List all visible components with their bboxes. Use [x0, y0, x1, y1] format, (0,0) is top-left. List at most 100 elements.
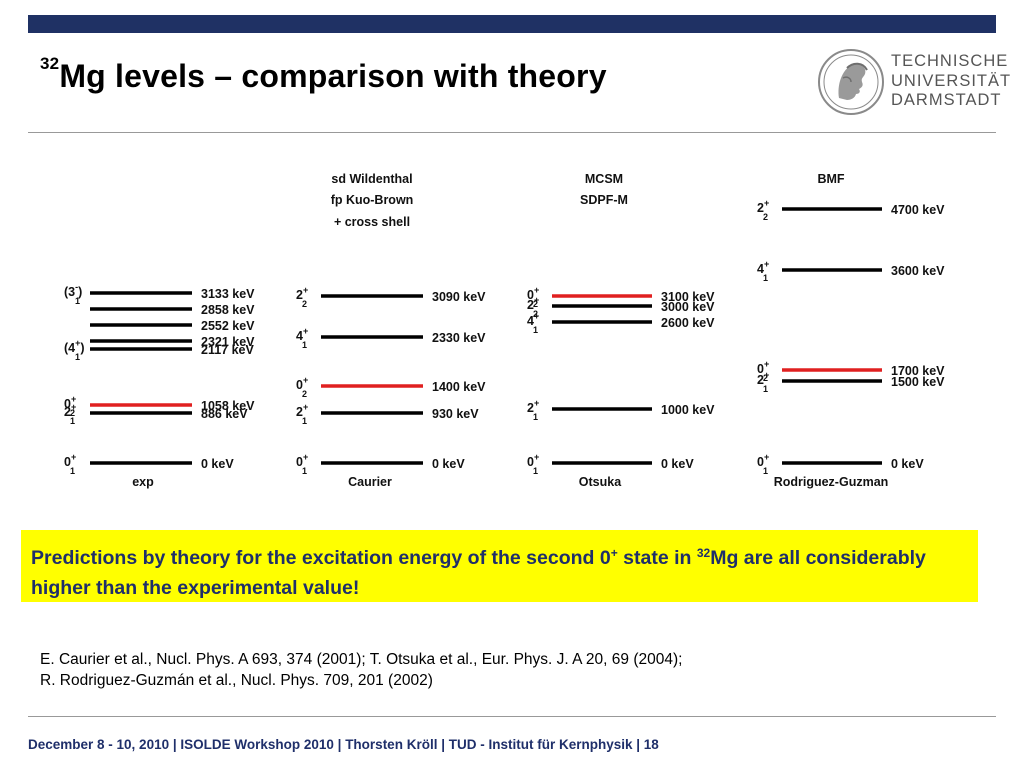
- callout-text-3: Mg are all considerably higher than the …: [31, 547, 926, 599]
- energy-label: 930 keV: [432, 407, 479, 421]
- energy-level: 3600 keV 4+1: [757, 259, 945, 283]
- spin-label: 2+: [64, 402, 76, 419]
- spin-label: 2+: [527, 398, 539, 415]
- energy-label: 2321 keV: [201, 335, 255, 349]
- energy-label: 0 keV: [661, 457, 694, 471]
- university-name: TECHNISCHE UNIVERSITÄT DARMSTADT: [891, 52, 1012, 109]
- spin-label: 4+: [296, 326, 308, 343]
- energy-level: 2552 keV: [90, 319, 255, 333]
- energy-level: 3133 keV (3-)1: [64, 282, 255, 306]
- spin-index: 2: [533, 299, 538, 309]
- energy-level: 3000 keV 2+2: [527, 295, 715, 319]
- energy-level: 1058 keV 0+2: [64, 394, 255, 418]
- conclusion-callout: Predictions by theory for the excitation…: [21, 530, 978, 602]
- spin-index: 1: [70, 466, 75, 476]
- energy-level: 2330 keV 4+1: [296, 326, 486, 350]
- divider: [28, 132, 996, 133]
- spin-index: 1: [533, 412, 538, 422]
- spin-label: 2+: [757, 198, 769, 215]
- page-title: 32Mg levels – comparison with theory: [40, 54, 607, 95]
- energy-label: 0 keV: [201, 457, 234, 471]
- spin-index: 2: [763, 212, 768, 222]
- energy-label: 1500 keV: [891, 375, 945, 389]
- energy-label: 3090 keV: [432, 290, 486, 304]
- spin-index: 1: [75, 296, 80, 306]
- spin-index: 1: [302, 466, 307, 476]
- model-header: SDPF-M: [580, 193, 628, 207]
- callout-text-2: state in: [617, 547, 697, 569]
- energy-label: 2552 keV: [201, 319, 255, 333]
- energy-label: 3100 keV: [661, 290, 715, 304]
- spin-index: 1: [302, 340, 307, 350]
- energy-level: 3100 keV 0+2: [527, 285, 715, 309]
- reference-line: R. Rodriguez-Guzmán et al., Nucl. Phys. …: [40, 672, 433, 689]
- callout-sup-mass: 32: [696, 546, 711, 560]
- energy-label: 3133 keV: [201, 287, 255, 301]
- spin-index: 1: [763, 273, 768, 283]
- energy-level: 0 keV 0+1: [527, 452, 694, 476]
- callout-text-1: Predictions by theory for the excitation…: [31, 547, 611, 569]
- energy-label: 0 keV: [891, 457, 924, 471]
- spin-label: 0+: [527, 285, 539, 302]
- model-name: exp: [132, 475, 154, 489]
- spin-label: 0+: [527, 452, 539, 469]
- energy-label: 2330 keV: [432, 331, 486, 345]
- energy-label: 3000 keV: [661, 300, 715, 314]
- energy-level: 4700 keV 2+2: [757, 198, 945, 222]
- spin-label: 4+: [527, 311, 539, 328]
- energy-level: 0 keV 0+1: [757, 452, 924, 476]
- energy-label: 0 keV: [432, 457, 465, 471]
- energy-level: 2858 keV: [90, 303, 255, 317]
- spin-label: 0+: [64, 394, 76, 411]
- callout-sup-plus: +: [610, 546, 618, 560]
- references: E. Caurier et al., Nucl. Phys. A 693, 37…: [40, 649, 682, 691]
- level-column-caurier: sd Wildenthal fp Kuo-Brown + cross shell Ca…: [296, 172, 486, 489]
- model-name: Otsuka: [579, 475, 622, 489]
- model-header: sd Wildenthal: [331, 172, 412, 186]
- energy-label: 886 keV: [201, 407, 248, 421]
- energy-label: 1000 keV: [661, 403, 715, 417]
- energy-level: 1400 keV 0+2: [296, 375, 486, 399]
- energy-label: 1700 keV: [891, 364, 945, 378]
- spin-index: 1: [533, 325, 538, 335]
- spin-label: 2+: [757, 370, 769, 387]
- energy-label: 2117 keV: [201, 343, 254, 357]
- energy-label: 2858 keV: [201, 303, 255, 317]
- spin-index: 2: [302, 299, 307, 309]
- model-header: fp Kuo-Brown: [331, 193, 414, 207]
- spin-label: (4+): [64, 338, 85, 355]
- energy-level: 2600 keV 4+1: [527, 311, 715, 335]
- spin-index: 2: [533, 309, 538, 319]
- spin-label: (3-): [64, 282, 82, 299]
- footer-divider: [28, 716, 996, 717]
- spin-label: 2+: [296, 285, 308, 302]
- header-bar: [28, 15, 996, 33]
- energy-level: 0 keV 0+1: [296, 452, 465, 476]
- energy-level: 3090 keV 2+2: [296, 285, 486, 309]
- spin-label: 2+: [296, 402, 308, 419]
- energy-label: 2600 keV: [661, 316, 715, 330]
- title-mass-number: 32: [40, 54, 60, 73]
- model-name: Rodriguez-Guzman: [774, 475, 889, 489]
- energy-label: 1400 keV: [432, 380, 486, 394]
- athena-seal-icon: [818, 49, 884, 115]
- spin-index: 1: [763, 466, 768, 476]
- model-header: MCSM: [585, 172, 623, 186]
- spin-label: 0+: [757, 452, 769, 469]
- energy-level: 1000 keV 2+1: [527, 398, 715, 422]
- energy-level: 1700 keV 0+2: [757, 359, 945, 383]
- model-header: BMF: [817, 172, 844, 186]
- model-name: Caurier: [348, 475, 392, 489]
- energy-level: 2117 keV (4+)1: [64, 338, 254, 362]
- energy-level: 1500 keV 2+1: [757, 370, 945, 394]
- reference-line: E. Caurier et al., Nucl. Phys. A 693, 37…: [40, 651, 683, 668]
- energy-level: 886 keV 2+1: [64, 402, 248, 426]
- energy-level: 0 keV 0+1: [64, 452, 234, 476]
- title-text: Mg levels – comparison with theory: [59, 58, 607, 94]
- spin-label: 0+: [296, 452, 308, 469]
- spin-label: 0+: [296, 375, 308, 392]
- spin-index: 2: [302, 389, 307, 399]
